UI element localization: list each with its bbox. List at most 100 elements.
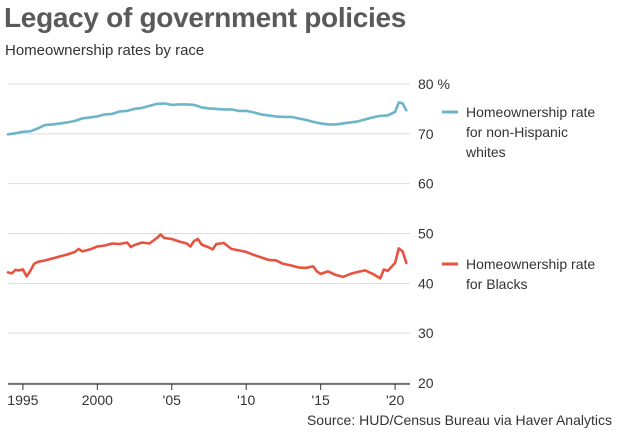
- data-point-black-22: [130, 246, 132, 248]
- data-point-white-40: [305, 119, 307, 121]
- data-point-white-15: [118, 110, 121, 113]
- data-point-white-18: [141, 107, 143, 109]
- data-point-black-21: [126, 241, 128, 244]
- data-point-black-58: [357, 271, 359, 273]
- data-point-black-3: [18, 269, 21, 272]
- data-point-black-42: [245, 251, 247, 253]
- data-point-black-14: [77, 248, 80, 250]
- data-point-black-66: [401, 250, 404, 253]
- data-point-black-1: [10, 272, 13, 275]
- data-point-white-8: [66, 121, 69, 124]
- data-point-black-53: [319, 273, 322, 275]
- data-point-white-39: [297, 117, 300, 120]
- data-point-black-17: [96, 245, 99, 248]
- data-point-white-31: [238, 110, 240, 112]
- data-point-white-0: [7, 133, 9, 136]
- data-point-black-34: [197, 238, 199, 240]
- data-point-black-48: [290, 264, 292, 267]
- data-point-black-55: [334, 274, 337, 276]
- x-tick-label-2000: 2000: [82, 392, 113, 408]
- data-point-white-25: [193, 104, 195, 106]
- y-tick-label-70: 70: [418, 126, 434, 142]
- data-point-white-46: [349, 121, 352, 124]
- y-tick-label-80: 80 %: [418, 76, 450, 92]
- data-point-black-19: [111, 242, 113, 245]
- data-point-white-6: [51, 123, 54, 126]
- data-point-black-62: [383, 268, 385, 271]
- data-point-black-24: [141, 241, 143, 244]
- legend-label-white-line-2: for non-Hispanic: [466, 124, 568, 140]
- data-point-black-4: [22, 268, 24, 271]
- data-point-black-9: [44, 259, 46, 262]
- data-point-black-23: [133, 244, 136, 246]
- series-line-black: [6, 233, 408, 280]
- data-point-white-35: [267, 114, 270, 117]
- data-point-black-30: [178, 240, 180, 243]
- data-point-black-37: [211, 248, 214, 251]
- data-point-white-38: [290, 116, 292, 118]
- data-point-white-20: [156, 103, 158, 105]
- y-tick-label-60: 60: [418, 176, 434, 192]
- data-point-white-50: [379, 115, 382, 117]
- legend-label-black-line-2: for Blacks: [466, 276, 527, 292]
- data-point-black-32: [189, 245, 192, 248]
- data-point-black-25: [148, 242, 151, 245]
- data-point-white-19: [148, 105, 151, 107]
- data-point-white-34: [260, 113, 262, 116]
- data-point-black-18: [104, 244, 106, 247]
- data-point-black-67: [405, 262, 408, 264]
- data-point-white-48: [364, 118, 367, 121]
- data-point-black-44: [260, 256, 262, 259]
- data-point-white-22: [171, 104, 173, 106]
- data-point-black-31: [185, 242, 188, 245]
- data-point-black-20: [118, 243, 121, 245]
- data-point-black-43: [252, 254, 255, 256]
- data-point-black-28: [163, 237, 166, 239]
- data-point-white-42: [319, 122, 322, 125]
- data-point-black-27: [159, 233, 162, 236]
- data-point-white-23: [178, 103, 180, 106]
- data-point-white-3: [29, 130, 32, 133]
- data-point-black-61: [379, 277, 382, 280]
- data-point-black-5: [25, 275, 28, 278]
- data-point-black-26: [156, 237, 158, 239]
- data-point-white-29: [223, 108, 225, 111]
- data-point-white-1: [14, 132, 17, 135]
- data-point-white-49: [372, 116, 374, 119]
- data-point-black-45: [267, 259, 270, 261]
- data-point-black-0: [7, 271, 9, 274]
- data-point-black-46: [275, 259, 277, 262]
- chart-subtitle: Homeownership rates by race: [5, 42, 205, 59]
- x-tick-label-2015: '15: [312, 392, 330, 408]
- data-point-black-51: [312, 265, 315, 268]
- y-tick-label-30: 30: [418, 325, 434, 341]
- data-point-black-8: [37, 261, 39, 263]
- data-point-white-36: [275, 115, 277, 118]
- data-point-black-12: [66, 253, 69, 256]
- x-tick-label-2010: '10: [237, 392, 255, 408]
- data-point-white-37: [282, 116, 285, 118]
- data-point-white-27: [208, 107, 210, 110]
- data-point-white-4: [37, 127, 39, 130]
- y-tick-label-50: 50: [418, 226, 434, 242]
- data-point-black-35: [200, 243, 203, 246]
- data-point-black-47: [282, 263, 285, 265]
- data-point-white-45: [342, 122, 344, 125]
- data-point-black-13: [74, 251, 76, 253]
- data-point-white-33: [252, 111, 255, 114]
- data-point-black-60: [372, 273, 374, 275]
- data-point-white-11: [89, 116, 91, 119]
- data-point-white-41: [312, 121, 315, 123]
- x-tick-label-2005: '05: [163, 392, 181, 408]
- data-point-black-38: [215, 243, 218, 245]
- x-tick-label-2020: '20: [386, 392, 404, 408]
- data-point-black-54: [327, 270, 329, 273]
- data-point-white-7: [59, 122, 61, 125]
- data-point-white-47: [357, 120, 359, 123]
- data-point-black-11: [59, 255, 61, 258]
- data-point-white-55: [405, 109, 408, 112]
- data-point-black-64: [394, 262, 396, 264]
- data-point-white-21: [163, 102, 166, 105]
- data-point-white-26: [200, 106, 203, 109]
